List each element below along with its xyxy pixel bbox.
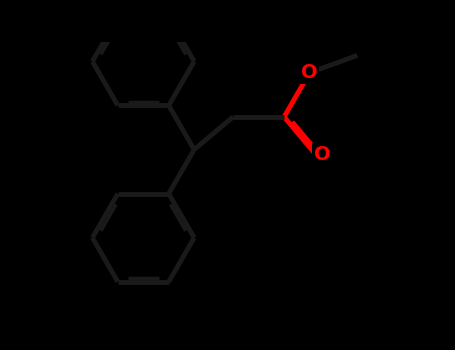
Text: O: O [301, 63, 318, 82]
Text: O: O [314, 145, 330, 164]
